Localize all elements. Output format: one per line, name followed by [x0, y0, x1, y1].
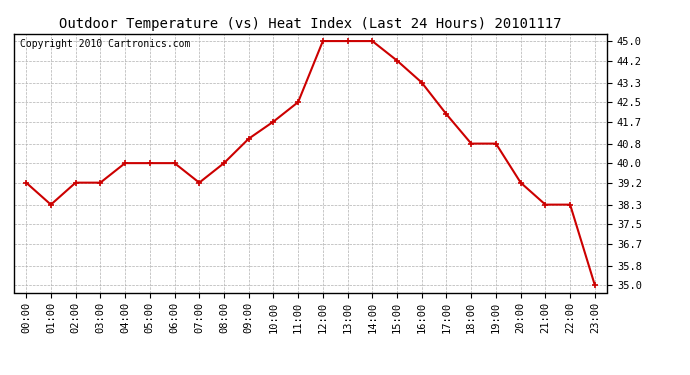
Title: Outdoor Temperature (vs) Heat Index (Last 24 Hours) 20101117: Outdoor Temperature (vs) Heat Index (Las…	[59, 17, 562, 31]
Text: Copyright 2010 Cartronics.com: Copyright 2010 Cartronics.com	[20, 39, 190, 49]
